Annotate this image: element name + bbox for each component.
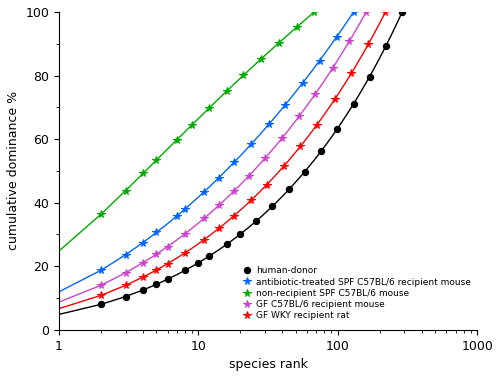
GF WKY recipient rat bbox=[164, 262, 170, 266]
antibiotic-treated SPF C57BL/6 recipient mouse bbox=[122, 253, 128, 257]
human-donor bbox=[350, 101, 356, 106]
GF C57BL/6 recipient mouse bbox=[296, 114, 302, 118]
human-donor bbox=[302, 169, 308, 174]
GF WKY recipient rat bbox=[154, 268, 160, 272]
human-donor bbox=[334, 127, 340, 131]
human-donor bbox=[254, 219, 260, 223]
GF WKY recipient rat bbox=[201, 237, 207, 242]
GF WKY recipient rat bbox=[314, 122, 320, 127]
antibiotic-treated SPF C57BL/6 recipient mouse bbox=[98, 268, 104, 273]
GF WKY recipient rat bbox=[216, 226, 222, 231]
GF WKY recipient rat bbox=[366, 42, 372, 46]
non-recipient SPF C57BL/6 mouse bbox=[189, 122, 195, 127]
GF C57BL/6 recipient mouse bbox=[280, 135, 285, 140]
antibiotic-treated SPF C57BL/6 recipient mouse bbox=[216, 175, 222, 180]
antibiotic-treated SPF C57BL/6 recipient mouse bbox=[182, 207, 188, 211]
non-recipient SPF C57BL/6 mouse bbox=[224, 89, 230, 93]
human-donor bbox=[224, 242, 230, 246]
GF C57BL/6 recipient mouse bbox=[98, 283, 104, 288]
GF C57BL/6 recipient mouse bbox=[231, 189, 237, 193]
X-axis label: species rank: species rank bbox=[228, 358, 308, 371]
non-recipient SPF C57BL/6 mouse bbox=[98, 212, 104, 217]
GF C57BL/6 recipient mouse bbox=[182, 232, 188, 236]
non-recipient SPF C57BL/6 mouse bbox=[312, 10, 318, 14]
antibiotic-treated SPF C57BL/6 recipient mouse bbox=[282, 102, 288, 107]
GF WKY recipient rat bbox=[264, 182, 270, 187]
Line: GF C57BL/6 recipient mouse: GF C57BL/6 recipient mouse bbox=[97, 8, 370, 289]
GF C57BL/6 recipient mouse bbox=[262, 156, 268, 161]
GF C57BL/6 recipient mouse bbox=[346, 39, 352, 43]
GF C57BL/6 recipient mouse bbox=[312, 91, 318, 96]
antibiotic-treated SPF C57BL/6 recipient mouse bbox=[266, 122, 272, 127]
human-donor bbox=[206, 254, 212, 258]
non-recipient SPF C57BL/6 mouse bbox=[276, 40, 282, 45]
GF C57BL/6 recipient mouse bbox=[154, 252, 160, 256]
antibiotic-treated SPF C57BL/6 recipient mouse bbox=[140, 240, 146, 245]
human-donor bbox=[383, 43, 389, 48]
human-donor bbox=[154, 282, 160, 287]
non-recipient SPF C57BL/6 mouse bbox=[122, 188, 128, 193]
Line: human-donor: human-donor bbox=[98, 9, 406, 307]
antibiotic-treated SPF C57BL/6 recipient mouse bbox=[316, 58, 322, 63]
GF WKY recipient rat bbox=[182, 251, 188, 255]
GF WKY recipient rat bbox=[332, 97, 338, 102]
non-recipient SPF C57BL/6 mouse bbox=[258, 57, 264, 62]
antibiotic-treated SPF C57BL/6 recipient mouse bbox=[300, 81, 306, 85]
GF C57BL/6 recipient mouse bbox=[330, 66, 336, 70]
human-donor bbox=[196, 260, 202, 265]
Legend: human-donor, antibiotic-treated SPF C57BL/6 recipient mouse, non-recipient SPF C: human-donor, antibiotic-treated SPF C57B… bbox=[240, 265, 472, 322]
GF WKY recipient rat bbox=[140, 275, 146, 279]
antibiotic-treated SPF C57BL/6 recipient mouse bbox=[231, 160, 237, 165]
Y-axis label: cumulative dominance %: cumulative dominance % bbox=[7, 91, 20, 250]
human-donor bbox=[140, 288, 146, 292]
GF WKY recipient rat bbox=[281, 164, 287, 168]
GF WKY recipient rat bbox=[98, 293, 104, 297]
GF C57BL/6 recipient mouse bbox=[216, 203, 222, 208]
human-donor bbox=[286, 187, 292, 191]
GF WKY recipient rat bbox=[348, 71, 354, 76]
GF WKY recipient rat bbox=[231, 214, 237, 218]
non-recipient SPF C57BL/6 mouse bbox=[174, 138, 180, 142]
human-donor bbox=[399, 10, 405, 14]
GF WKY recipient rat bbox=[298, 144, 304, 149]
human-donor bbox=[270, 204, 276, 208]
Line: antibiotic-treated SPF C57BL/6 recipient mouse: antibiotic-treated SPF C57BL/6 recipient… bbox=[97, 8, 357, 274]
GF C57BL/6 recipient mouse bbox=[122, 271, 128, 275]
antibiotic-treated SPF C57BL/6 recipient mouse bbox=[174, 214, 180, 218]
GF C57BL/6 recipient mouse bbox=[201, 216, 207, 220]
GF C57BL/6 recipient mouse bbox=[363, 10, 369, 14]
GF C57BL/6 recipient mouse bbox=[246, 174, 252, 178]
human-donor bbox=[182, 268, 188, 273]
GF WKY recipient rat bbox=[382, 10, 388, 14]
Line: GF WKY recipient rat: GF WKY recipient rat bbox=[97, 8, 390, 299]
antibiotic-treated SPF C57BL/6 recipient mouse bbox=[334, 35, 340, 39]
GF WKY recipient rat bbox=[248, 198, 254, 202]
GF C57BL/6 recipient mouse bbox=[164, 244, 170, 249]
human-donor bbox=[366, 74, 372, 79]
non-recipient SPF C57BL/6 mouse bbox=[206, 105, 212, 110]
human-donor bbox=[318, 149, 324, 153]
human-donor bbox=[238, 232, 244, 236]
Line: non-recipient SPF C57BL/6 mouse: non-recipient SPF C57BL/6 mouse bbox=[97, 8, 318, 218]
antibiotic-treated SPF C57BL/6 recipient mouse bbox=[248, 142, 254, 146]
GF C57BL/6 recipient mouse bbox=[140, 260, 146, 265]
non-recipient SPF C57BL/6 mouse bbox=[240, 73, 246, 77]
human-donor bbox=[164, 277, 170, 282]
non-recipient SPF C57BL/6 mouse bbox=[294, 25, 300, 29]
antibiotic-treated SPF C57BL/6 recipient mouse bbox=[154, 230, 160, 235]
antibiotic-treated SPF C57BL/6 recipient mouse bbox=[350, 10, 356, 14]
GF WKY recipient rat bbox=[122, 283, 128, 288]
antibiotic-treated SPF C57BL/6 recipient mouse bbox=[201, 189, 207, 194]
non-recipient SPF C57BL/6 mouse bbox=[140, 171, 146, 176]
non-recipient SPF C57BL/6 mouse bbox=[154, 158, 160, 162]
human-donor bbox=[122, 294, 128, 299]
human-donor bbox=[98, 302, 104, 307]
